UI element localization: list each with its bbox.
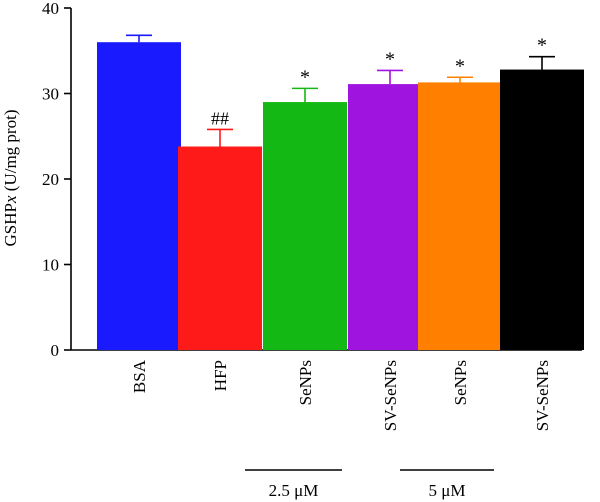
significance-label-1: ## (211, 108, 229, 128)
significance-label-4: * (455, 55, 465, 77)
bar-4 (418, 82, 502, 350)
x-tick-label-3: SV-SeNPs (381, 360, 400, 431)
y-axis-label-prefix: GSHP (1, 203, 20, 246)
x-tick-label-5: SV-SeNPs (533, 360, 552, 431)
y-tick-label-3: 30 (42, 85, 59, 104)
bars: ## * * * * (97, 34, 584, 350)
bar-2 (263, 102, 347, 350)
y-tick-label-0: 0 (51, 341, 60, 360)
group-label-0: 2.5 μM (269, 481, 319, 500)
group-label-1: 5 μM (429, 481, 466, 500)
x-tick-labels: BSA HFP SeNPs SV-SeNPs SeNPs SV-SeNPs (130, 359, 552, 431)
significance-label-5: * (537, 35, 547, 57)
y-axis-label-italic: x (1, 195, 20, 204)
y-ticks: 0 10 20 30 40 (42, 0, 71, 360)
bar-5 (500, 69, 584, 350)
x-tick-label-4: SeNPs (451, 360, 470, 405)
significance-label-2: * (300, 66, 310, 88)
x-tick-label-0: BSA (130, 359, 149, 393)
group-brackets: 2.5 μM 5 μM (245, 469, 494, 500)
bar-0 (97, 42, 181, 350)
y-tick-label-1: 10 (42, 256, 59, 275)
y-axis-label-suffix: (U/mg prot) (1, 110, 20, 196)
y-axis-label: GSHPx (U/mg prot) (1, 110, 20, 247)
x-tick-label-2: SeNPs (296, 360, 315, 405)
y-tick-label-2: 20 (42, 170, 59, 189)
bar-1 (178, 146, 262, 350)
y-tick-label-4: 40 (42, 0, 59, 18)
x-tick-label-1: HFP (211, 360, 230, 391)
significance-label-3: * (385, 48, 395, 70)
